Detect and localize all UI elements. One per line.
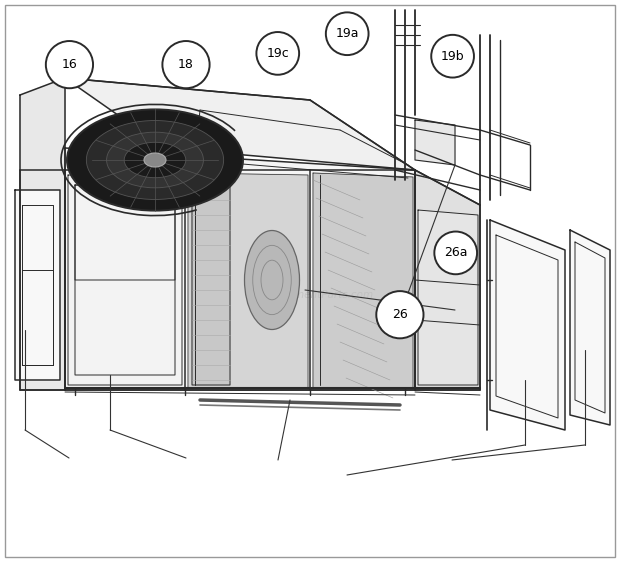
Text: 16: 16 (61, 58, 78, 71)
Ellipse shape (86, 120, 224, 200)
Circle shape (162, 41, 210, 88)
Polygon shape (415, 170, 480, 390)
Circle shape (326, 12, 368, 55)
Circle shape (257, 32, 299, 75)
Circle shape (432, 35, 474, 78)
Text: 18: 18 (178, 58, 194, 71)
Text: 19c: 19c (267, 47, 289, 60)
Ellipse shape (244, 230, 299, 329)
Circle shape (46, 41, 93, 88)
Ellipse shape (124, 142, 186, 178)
Polygon shape (313, 173, 413, 388)
Polygon shape (65, 148, 415, 390)
Text: 26: 26 (392, 308, 408, 321)
Polygon shape (418, 210, 478, 385)
Circle shape (376, 291, 423, 338)
Ellipse shape (144, 153, 166, 167)
Text: 19a: 19a (335, 27, 359, 40)
Polygon shape (415, 120, 455, 165)
Polygon shape (65, 78, 415, 170)
Polygon shape (20, 78, 65, 390)
Text: 26a: 26a (444, 246, 467, 260)
Circle shape (435, 232, 477, 274)
Polygon shape (192, 178, 230, 385)
Polygon shape (490, 220, 565, 430)
Ellipse shape (107, 132, 203, 188)
Polygon shape (15, 190, 60, 380)
Text: 19b: 19b (441, 49, 464, 63)
Polygon shape (68, 175, 182, 385)
Polygon shape (188, 173, 308, 388)
Ellipse shape (67, 110, 243, 211)
Text: eReplacementParts.com: eReplacementParts.com (246, 290, 374, 300)
Polygon shape (570, 230, 610, 425)
